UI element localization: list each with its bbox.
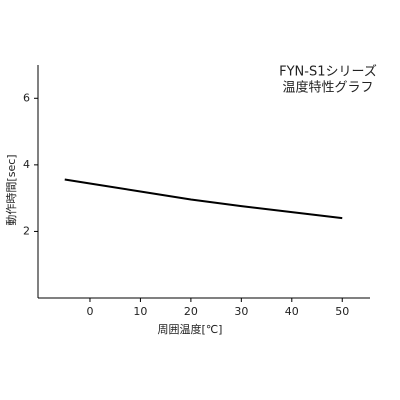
chart-subtitle: 温度特性グラフ	[282, 80, 373, 96]
x-axis-label: 周囲温度[℃]	[158, 322, 223, 336]
y-tick-label: 6	[23, 91, 30, 104]
x-tick-label: 0	[86, 305, 93, 318]
x-tick-label: 20	[184, 305, 198, 318]
x-tick-label: 40	[285, 305, 299, 318]
chart-title: FYN-S1シリーズ	[279, 64, 377, 80]
x-tick-label: 30	[234, 305, 248, 318]
x-tick-label: 10	[133, 305, 147, 318]
x-tick-label: 50	[335, 305, 349, 318]
y-tick-label: 2	[23, 224, 30, 237]
y-axis-label: 動作時間[sec]	[4, 154, 18, 225]
line	[64, 178, 343, 220]
y-tick-label: 4	[23, 158, 30, 171]
